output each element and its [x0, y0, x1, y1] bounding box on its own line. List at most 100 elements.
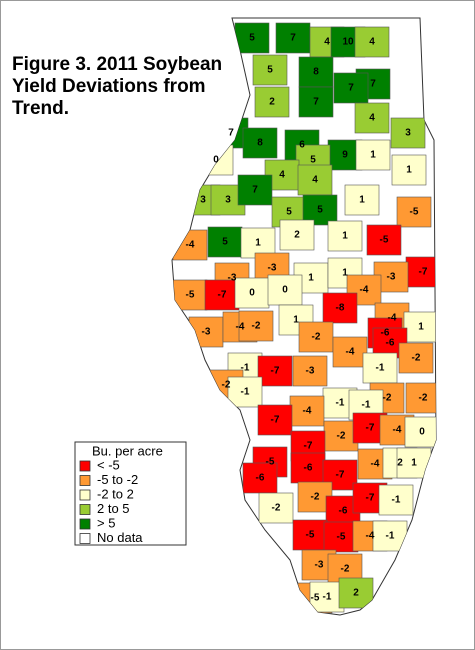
county-label: 1: [255, 238, 261, 249]
county-label: -5: [380, 235, 389, 246]
county-label: -1: [336, 398, 345, 409]
county: [257, 355, 293, 387]
county-label: 1: [406, 165, 412, 176]
county-label: 7: [290, 33, 296, 44]
county-label: 3: [225, 195, 231, 206]
county-label: 10: [342, 37, 354, 48]
county: [275, 22, 311, 54]
county-label: -1: [392, 495, 401, 506]
county-label: -7: [419, 267, 428, 278]
county-label: -4: [346, 347, 355, 358]
county-label: -6: [304, 463, 313, 474]
county: [333, 72, 369, 104]
legend-swatch: [79, 489, 91, 501]
county: [290, 452, 326, 484]
county-label: -2: [311, 492, 320, 503]
county-label: -4: [393, 425, 402, 436]
county-label: 5: [317, 205, 323, 216]
county-label: -2: [272, 503, 281, 514]
legend-swatch: [79, 475, 91, 486]
county: [332, 336, 368, 368]
county-label: 2: [353, 588, 359, 599]
county-label: -1: [386, 531, 395, 542]
county-label: 5: [310, 155, 316, 166]
county: [323, 521, 359, 553]
county-label: -5: [311, 593, 320, 604]
county-label: 7: [252, 185, 258, 196]
county-label: 0: [249, 288, 255, 299]
county-label: 4: [312, 175, 318, 186]
county-label: -4: [366, 531, 375, 542]
legend-title: Bu. per acre: [92, 443, 163, 458]
county-label: 2: [397, 458, 403, 469]
county-label: -6: [339, 506, 348, 517]
county-label: 1: [293, 315, 299, 326]
county-label: -4: [236, 322, 245, 333]
county: [257, 404, 293, 436]
county-label: 7: [228, 128, 234, 139]
county: [398, 342, 434, 374]
county-label: -4: [371, 459, 380, 470]
county: [354, 26, 390, 58]
county-label: 9: [342, 150, 348, 161]
county-label: 1: [418, 322, 424, 333]
county: [298, 321, 334, 353]
county: [405, 256, 436, 288]
county: [298, 56, 334, 88]
county: [405, 382, 436, 414]
county-label: -7: [336, 470, 345, 481]
county: [366, 224, 402, 256]
county: [354, 102, 390, 134]
county: [355, 139, 391, 171]
county-label: 8: [257, 138, 263, 149]
county-label: 7: [348, 83, 354, 94]
county: [323, 420, 359, 452]
county: [390, 117, 426, 149]
county-label: -4: [186, 240, 195, 251]
county: [327, 220, 363, 252]
county-label: -3: [306, 366, 315, 377]
legend-label: < -5: [97, 457, 120, 472]
county-label: -5: [266, 457, 275, 468]
county-label: 2: [294, 230, 300, 241]
legend-label: > 5: [97, 515, 115, 530]
county-label: 1: [308, 273, 314, 284]
county-label: -7: [218, 290, 227, 301]
county-label: -5: [410, 207, 419, 218]
county-label: -7: [366, 423, 375, 434]
county-label: -2: [341, 564, 350, 575]
county: [242, 462, 278, 494]
county-label: -5: [186, 290, 195, 301]
county: [252, 54, 288, 86]
county-label: -3: [268, 263, 277, 274]
county: [172, 279, 208, 311]
county-label: -3: [387, 272, 396, 283]
legend-label: -2 to 2: [97, 486, 134, 501]
county-label: -3: [228, 273, 237, 284]
county: [237, 174, 273, 206]
county-label: -2: [312, 332, 321, 343]
county-label: -2: [419, 393, 428, 404]
county: [309, 581, 345, 613]
county-label: -4: [303, 406, 312, 417]
county-label: -7: [271, 415, 280, 426]
county: [322, 292, 358, 324]
county: [396, 196, 432, 228]
county: [234, 277, 270, 309]
county: [242, 127, 278, 159]
county-label: 2: [269, 97, 275, 108]
county-label: -8: [336, 303, 345, 314]
county-label: -2: [337, 431, 346, 442]
county-label: -1: [362, 400, 371, 411]
county-label: 1: [359, 195, 365, 206]
county-label: 5: [286, 207, 292, 218]
legend-label: 2 to 5: [97, 501, 130, 516]
county: [344, 184, 380, 216]
county-label: 6: [299, 140, 305, 151]
county-label: -1: [241, 363, 250, 374]
county-label: -5: [337, 532, 346, 543]
county-label: -4: [388, 313, 397, 324]
county: [254, 86, 290, 118]
